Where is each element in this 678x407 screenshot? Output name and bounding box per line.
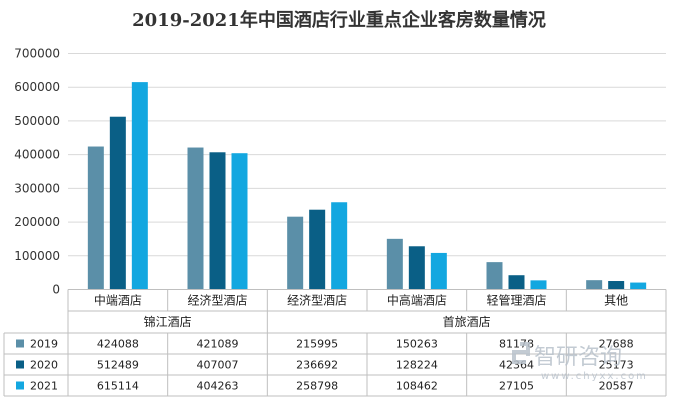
chart-title: 2019-2021年中国酒店行业重点企业客房数量情况 — [132, 9, 546, 31]
data-table-value: 27105 — [499, 380, 534, 393]
bar-2019 — [486, 262, 503, 290]
data-table-value: 215995 — [296, 338, 338, 351]
bar-2019 — [386, 238, 403, 290]
y-tick-label: 100000 — [14, 249, 60, 263]
legend-label: 2021 — [30, 380, 58, 393]
legend-key-2019 — [16, 339, 24, 348]
x-tick-label: 中端酒店 — [94, 293, 142, 308]
x-tick-label: 经济型酒店 — [187, 293, 247, 308]
data-table-value: 128224 — [396, 359, 438, 372]
x-tick-label: 其他 — [604, 294, 628, 308]
bar-2019 — [187, 147, 204, 290]
bar-2021 — [331, 202, 348, 290]
data-table-value: 236692 — [296, 359, 338, 372]
data-table-value: 150263 — [396, 338, 438, 351]
y-tick-label: 700000 — [14, 47, 60, 61]
bar-2021 — [131, 82, 148, 290]
data-table-value: 20587 — [599, 380, 634, 393]
data-table-value: 424088 — [97, 338, 139, 351]
x-tick-label: 轻管理酒店 — [486, 293, 546, 308]
bar-2020 — [408, 246, 425, 290]
data-table-value: 25173 — [599, 359, 634, 372]
bar-2021 — [231, 153, 248, 290]
logo-mark-icon — [512, 342, 530, 364]
data-table-value: 27688 — [599, 338, 634, 351]
data-table-value: 512489 — [97, 359, 139, 372]
data-table-value: 421089 — [197, 338, 239, 351]
watermark-url: www.chyxx.com — [541, 371, 648, 382]
legend-label: 2020 — [30, 359, 58, 372]
legend-key-2020 — [16, 360, 24, 369]
bar-2020 — [508, 275, 525, 290]
bar-2020 — [608, 281, 625, 290]
bar-2020 — [309, 209, 326, 290]
bar-2020 — [109, 116, 126, 290]
y-tick-label: 300000 — [14, 181, 60, 195]
bar-2021 — [430, 252, 447, 290]
y-tick-label: 200000 — [14, 215, 60, 229]
data-table-value: 615114 — [97, 380, 139, 393]
watermark-text: 智研咨询 — [534, 345, 622, 370]
data-table-value: 407007 — [197, 359, 239, 372]
bar-2021 — [530, 280, 547, 290]
legend-label: 2019 — [30, 338, 58, 351]
data-table-value: 404263 — [197, 380, 239, 393]
x-tick-label: 经济型酒店 — [287, 293, 347, 308]
y-tick-label: 600000 — [14, 80, 60, 94]
group-label: 锦江酒店 — [144, 315, 192, 329]
bar-2019 — [287, 216, 304, 290]
x-tick-label: 中高端酒店 — [387, 293, 447, 308]
bar-2020 — [209, 152, 226, 290]
bar-2019 — [586, 280, 603, 290]
bar-2021 — [630, 282, 647, 290]
data-table-value: 108462 — [396, 380, 438, 393]
y-tick-label: 500000 — [14, 114, 60, 128]
data-table-value: 258798 — [296, 380, 338, 393]
legend-key-2021 — [16, 381, 24, 390]
data-table-value: 81178 — [499, 338, 534, 351]
y-tick-label: 0 — [52, 283, 60, 297]
group-label: 首旅酒店 — [443, 315, 491, 329]
y-tick-label: 400000 — [14, 148, 60, 162]
bar-2019 — [87, 146, 104, 290]
